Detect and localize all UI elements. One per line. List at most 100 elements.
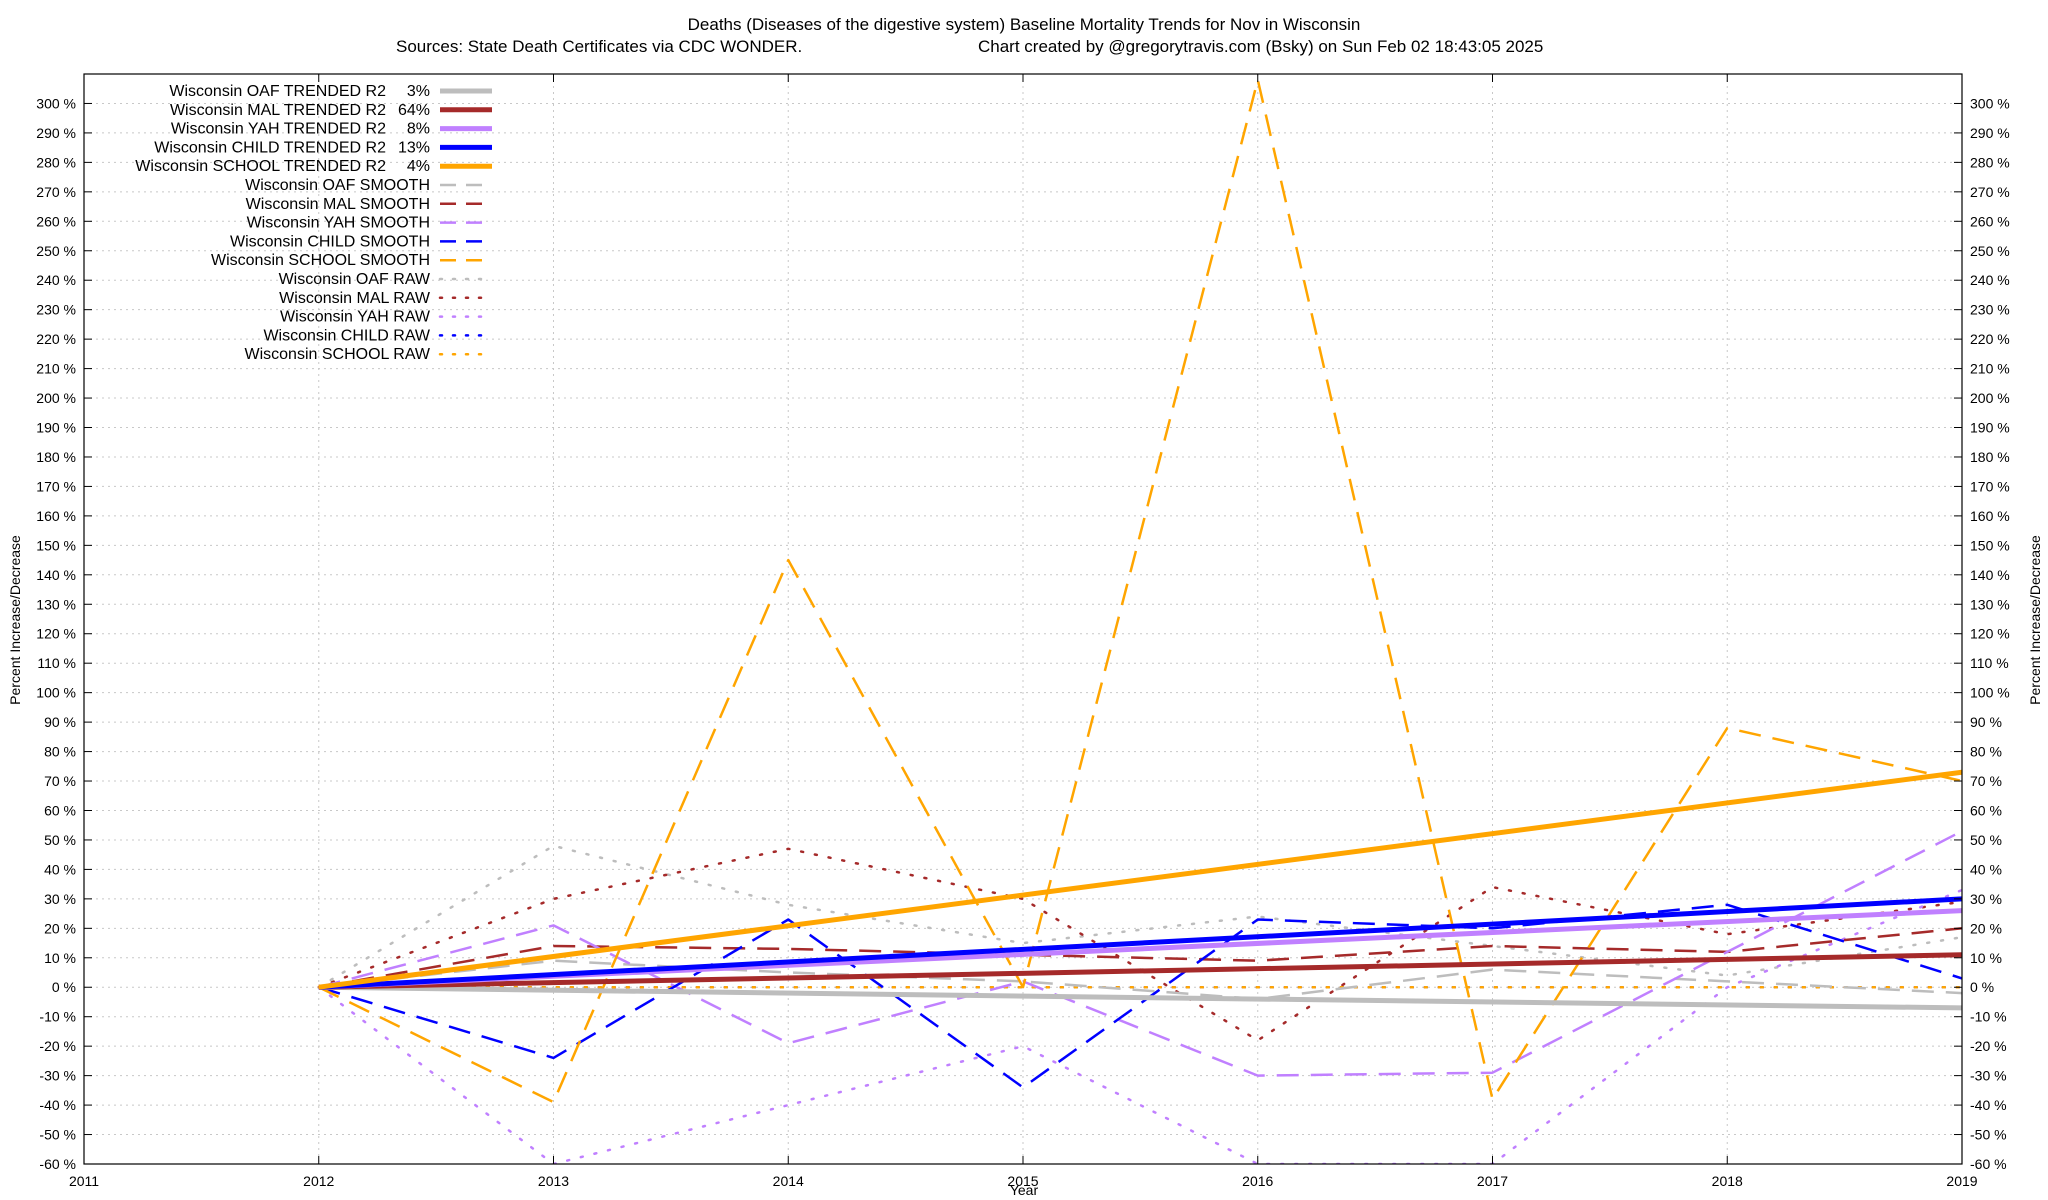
legend-label: Wisconsin SCHOOL TRENDED R2 — [135, 158, 386, 175]
legend-label: Wisconsin YAH SMOOTH — [247, 215, 430, 232]
y-tick-label-right: 270 % — [1970, 184, 2010, 200]
legend-r2: 13% — [398, 139, 430, 156]
legend-label: Wisconsin OAF TRENDED R2 — [169, 83, 386, 100]
y-tick-label-left: 80 % — [44, 744, 76, 760]
y-tick-label-left: 110 % — [37, 655, 76, 671]
x-tick-label: 2011 — [69, 1173, 99, 1189]
y-tick-label-right: 260 % — [1970, 213, 2010, 229]
y-tick-label-left: 300 % — [36, 95, 76, 111]
y-tick-label-right: 160 % — [1970, 508, 2010, 524]
series-line-wisconsin-school-smooth — [318, 78, 1962, 1104]
y-tick-label-right: 200 % — [1970, 390, 2010, 406]
series-line-wisconsin-child-smooth — [318, 903, 1962, 1089]
x-tick-label: 2018 — [1712, 1173, 1743, 1189]
chart-subtitle-left: Sources: State Death Certificates via CD… — [396, 37, 802, 56]
y-tick-label-left: 130 % — [36, 596, 76, 612]
y-tick-label-right: 220 % — [1970, 331, 2010, 347]
legend-r2: 8% — [407, 121, 430, 138]
y-tick-label-left: -10 % — [39, 1009, 76, 1025]
y-tick-label-left: -60 % — [39, 1156, 76, 1172]
legend-r2: 64% — [398, 102, 430, 119]
y-axis-label-left: Percent Increase/Decrease — [7, 535, 23, 705]
legend-label: Wisconsin SCHOOL SMOOTH — [211, 252, 430, 269]
legend-label: Wisconsin OAF RAW — [279, 271, 431, 288]
y-tick-label-left: -50 % — [39, 1127, 76, 1143]
y-tick-label-right: 110 % — [1970, 655, 2009, 671]
y-tick-label-right: 140 % — [1970, 567, 2010, 583]
y-tick-label-right: 150 % — [1970, 537, 2010, 553]
y-tick-label-left: 270 % — [36, 184, 76, 200]
series-layer — [317, 78, 1962, 1164]
y-tick-label-right: 240 % — [1970, 272, 2010, 288]
x-tick-label: 2014 — [773, 1173, 804, 1189]
y-tick-label-right: 170 % — [1970, 478, 2010, 494]
y-tick-label-right: 10 % — [1970, 950, 2002, 966]
chart-title: Deaths (Diseases of the digestive system… — [688, 15, 1361, 34]
y-tick-label-right: 130 % — [1970, 596, 2010, 612]
y-tick-label-right: 90 % — [1970, 714, 2002, 730]
y-tick-label-left: -20 % — [39, 1038, 76, 1054]
y-tick-label-left: 290 % — [36, 125, 76, 141]
y-tick-label-right: 60 % — [1970, 802, 2002, 818]
y-tick-label-left: 0 % — [52, 979, 76, 995]
y-tick-label-right: 290 % — [1970, 125, 2010, 141]
series-line-wisconsin-oaf-smooth — [318, 959, 1962, 1001]
y-tick-label-right: 280 % — [1970, 154, 2010, 170]
y-tick-label-left: 210 % — [36, 361, 76, 377]
y-tick-label-left: 150 % — [36, 537, 76, 553]
legend-label: Wisconsin CHILD RAW — [263, 327, 430, 344]
x-tick-label: 2017 — [1477, 1173, 1508, 1189]
y-tick-label-left: 90 % — [44, 714, 76, 730]
y-tick-label-right: 40 % — [1970, 861, 2002, 877]
series-line-wisconsin-mal-trended-r2 — [318, 952, 1962, 990]
y-tick-label-left: 70 % — [44, 773, 76, 789]
legend-label: Wisconsin MAL SMOOTH — [246, 196, 430, 213]
series-line-wisconsin-yah-raw — [317, 888, 1962, 1164]
x-tick-label: 2013 — [538, 1173, 569, 1189]
y-tick-label-left: -30 % — [39, 1068, 76, 1084]
y-tick-label-right: -50 % — [1970, 1127, 2007, 1143]
y-tick-label-left: 260 % — [36, 213, 76, 229]
y-tick-label-right: 180 % — [1970, 449, 2010, 465]
y-tick-label-left: 220 % — [36, 331, 76, 347]
ticks: 300 % 300 % 290 % 290 % 280 % 280 % 270 % 270 %… — [36, 74, 2010, 1189]
legend-r2: 3% — [407, 83, 430, 100]
legend: Wisconsin OAF TRENDED R2 3% Wisconsin MAL … — [135, 83, 494, 363]
legend-label: Wisconsin YAH RAW — [280, 309, 431, 326]
legend-label: Wisconsin CHILD SMOOTH — [230, 233, 430, 250]
y-tick-label-left: 230 % — [36, 302, 76, 318]
y-tick-label-right: -20 % — [1970, 1038, 2007, 1054]
legend-r2: 4% — [407, 158, 430, 175]
y-tick-label-left: -40 % — [39, 1097, 76, 1113]
y-tick-label-right: 20 % — [1970, 920, 2002, 936]
y-tick-label-left: 240 % — [36, 272, 76, 288]
y-tick-label-left: 120 % — [36, 626, 76, 642]
series-line-wisconsin-oaf-trended-r2 — [318, 984, 1962, 1011]
legend-label: Wisconsin OAF SMOOTH — [245, 177, 430, 194]
x-tick-label: 2012 — [303, 1173, 334, 1189]
legend-label: Wisconsin SCHOOL RAW — [244, 346, 430, 363]
y-tick-label-right: 230 % — [1970, 302, 2010, 318]
series-line-wisconsin-yah-smooth — [318, 829, 1962, 1077]
y-tick-label-left: 170 % — [36, 478, 76, 494]
legend-label: Wisconsin YAH TRENDED R2 — [171, 121, 386, 138]
y-tick-label-left: 30 % — [44, 891, 76, 907]
x-tick-label: 2016 — [1242, 1173, 1273, 1189]
y-tick-label-left: 180 % — [36, 449, 76, 465]
y-tick-label-left: 10 % — [44, 950, 76, 966]
y-tick-label-right: 70 % — [1970, 773, 2002, 789]
series-line-wisconsin-child-trended-r2 — [318, 896, 1962, 990]
y-tick-label-left: 140 % — [36, 567, 76, 583]
x-axis-label: Year — [1010, 1182, 1039, 1198]
y-tick-label-left: 250 % — [36, 243, 76, 259]
y-tick-label-left: 20 % — [44, 920, 76, 936]
y-tick-label-left: 60 % — [44, 802, 76, 818]
x-tick-label: 2019 — [1946, 1173, 1977, 1189]
y-tick-label-right: -10 % — [1970, 1009, 2007, 1025]
y-tick-label-left: 190 % — [36, 420, 76, 436]
y-tick-label-right: 100 % — [1970, 685, 2010, 701]
y-tick-label-right: 210 % — [1970, 361, 2010, 377]
y-tick-label-right: -30 % — [1970, 1068, 2007, 1084]
y-tick-label-right: -60 % — [1970, 1156, 2007, 1172]
y-tick-label-right: 30 % — [1970, 891, 2002, 907]
